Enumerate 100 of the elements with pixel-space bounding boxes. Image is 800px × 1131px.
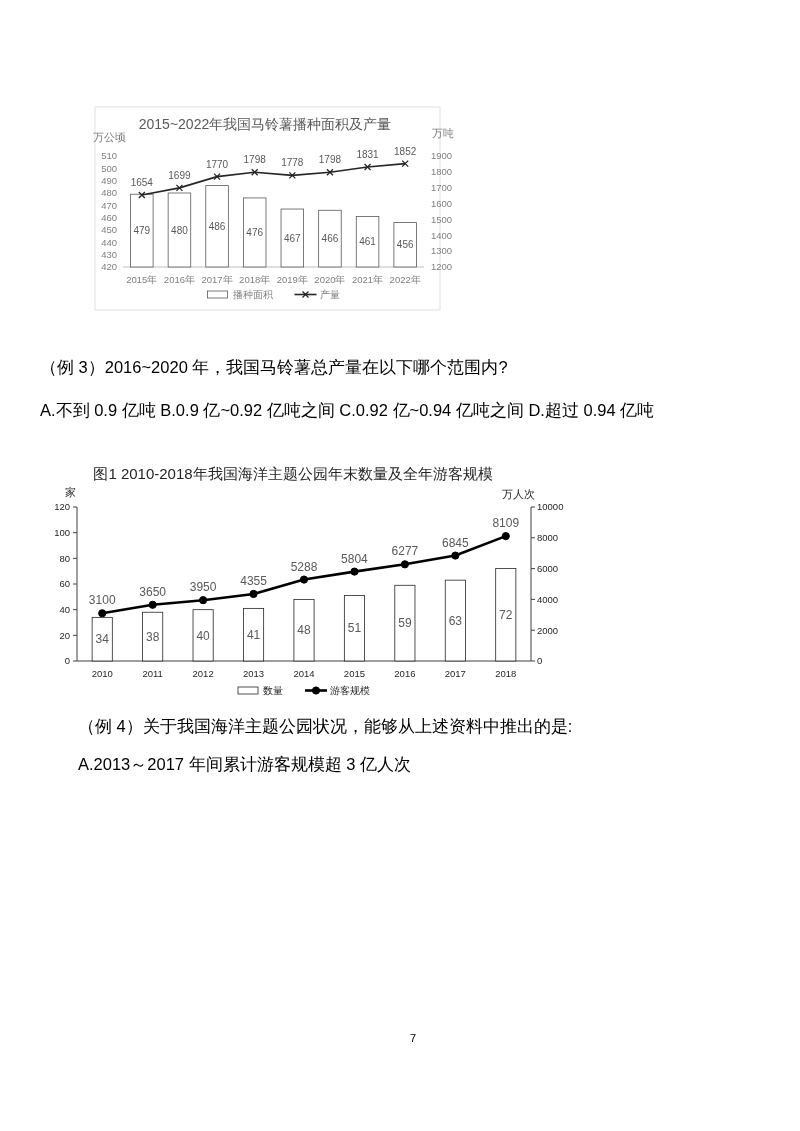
bar: [394, 584, 416, 662]
y2-tick-label: 1300: [431, 245, 453, 257]
y-tick-label: 120: [54, 501, 70, 513]
x-tick-label: 2012: [192, 668, 214, 679]
point: [138, 191, 146, 199]
point: [213, 172, 221, 181]
y-tick-label: 460: [101, 211, 117, 223]
text: （例 4）关于我国海洋主题公园状况，能够从上述资料中推出的是:: [78, 717, 573, 735]
y2-tick-label: 2000: [537, 624, 559, 636]
point: [501, 532, 510, 541]
y2-tick-label: 1700: [431, 182, 453, 194]
y-tick-label: 490: [101, 174, 117, 186]
point: [400, 560, 409, 569]
data-label: 476: [246, 226, 264, 238]
data-label: 5804: [341, 551, 369, 566]
y2-tick-label: 0: [537, 655, 543, 667]
y2-tick-label: 1800: [431, 166, 453, 178]
y-tick-label: 450: [101, 224, 117, 236]
x-tick-label: 2015年: [126, 274, 158, 285]
bar: [91, 616, 113, 662]
legend-label: 播种面积: [232, 289, 273, 300]
data-label: 41: [246, 627, 261, 642]
data-label: 456: [396, 239, 414, 251]
bar: [343, 595, 365, 662]
y-tick-label: 470: [101, 199, 117, 211]
legend-label: 数量: [263, 685, 283, 696]
y-axis-title: 万公顷: [93, 131, 126, 143]
y2-axis-title: 万人次: [501, 488, 535, 500]
y-tick-label: 60: [59, 578, 70, 590]
data-label: 8109: [492, 516, 520, 531]
y-tick-label: 440: [101, 236, 117, 248]
data-label: 1831: [356, 148, 380, 160]
bar: [495, 568, 517, 662]
point: [249, 589, 258, 599]
x-tick-label: 2018: [495, 668, 517, 679]
y-tick-label: 510: [101, 150, 117, 162]
bar: [142, 611, 164, 662]
data-label: 48: [297, 623, 311, 638]
data-label: 6277: [391, 544, 419, 559]
text: A.2013～2017 年间累计游客规模超 3 亿人次: [78, 755, 411, 773]
point: [363, 163, 372, 171]
data-label: 1798: [318, 154, 342, 166]
x-tick-label: 2011: [142, 668, 163, 679]
y2-tick-label: 4000: [537, 593, 559, 605]
x-tick-label: 2018年: [239, 274, 271, 285]
data-label: 72: [499, 608, 513, 622]
data-label: 34: [95, 632, 110, 647]
chart-title: 图1 2010-2018年我国海洋主题公园年末数量及全年游客规模: [93, 465, 493, 482]
point: [199, 596, 208, 605]
data-label: 461: [359, 236, 377, 248]
legend-label: 产量: [319, 289, 340, 300]
y-tick-label: 0: [64, 655, 70, 667]
y2-tick-label: 1500: [431, 213, 453, 225]
text: （例 3）2016~2020 年，我国马铃薯总产量在以下哪个范围内?: [40, 358, 508, 376]
data-label: 1770: [205, 158, 229, 170]
data-label: 479: [133, 225, 151, 237]
point: [98, 609, 107, 618]
x-tick-label: 2014: [293, 668, 315, 679]
bar: [293, 599, 315, 662]
data-label: 467: [283, 232, 302, 244]
y2-tick-label: 6000: [537, 562, 559, 574]
data-label: 480: [171, 224, 189, 236]
data-label: 1778: [281, 157, 304, 169]
data-label: 3650: [139, 584, 167, 599]
x-tick-label: 2017: [444, 668, 466, 679]
y2-tick-label: 1600: [431, 197, 453, 209]
data-label: 40: [196, 628, 211, 643]
data-label: 38: [145, 629, 160, 644]
y-tick-label: 480: [101, 187, 117, 199]
y2-tick-label: 1400: [431, 229, 453, 241]
data-label: 6845: [441, 535, 469, 550]
data-label: 63: [448, 613, 463, 628]
x-tick-label: 2021年: [351, 274, 384, 285]
data-label: 59: [398, 616, 412, 631]
x-tick-label: 2020年: [314, 274, 346, 285]
data-label: 4355: [240, 573, 268, 588]
y-tick-label: 500: [101, 162, 117, 174]
y-tick-label: 430: [101, 248, 117, 260]
bar: [192, 609, 214, 662]
y-axis-title: 家: [64, 486, 76, 498]
x-tick-label: 2010: [91, 668, 113, 679]
data-label: 486: [208, 220, 226, 232]
data-label: 3950: [189, 580, 217, 595]
point: [350, 567, 359, 576]
y2-axis-title: 万吨: [432, 127, 454, 139]
legend-label: 游客规模: [330, 685, 370, 696]
point: [401, 159, 409, 168]
data-label: 466: [321, 233, 339, 245]
point: [251, 168, 259, 176]
chart-title: 2015~2022年我国马铃薯播种面积及产量: [138, 116, 392, 132]
x-tick-label: 2016年: [163, 274, 196, 285]
y-tick-label: 20: [59, 629, 70, 641]
point: [326, 168, 334, 176]
point: [175, 184, 184, 192]
x-tick-label: 2016: [394, 668, 416, 679]
x-tick-label: 2013: [242, 668, 265, 679]
data-label: 3100: [88, 593, 116, 608]
point: [451, 551, 460, 560]
text: 7: [410, 1032, 417, 1044]
data-label: 1852: [394, 145, 417, 157]
